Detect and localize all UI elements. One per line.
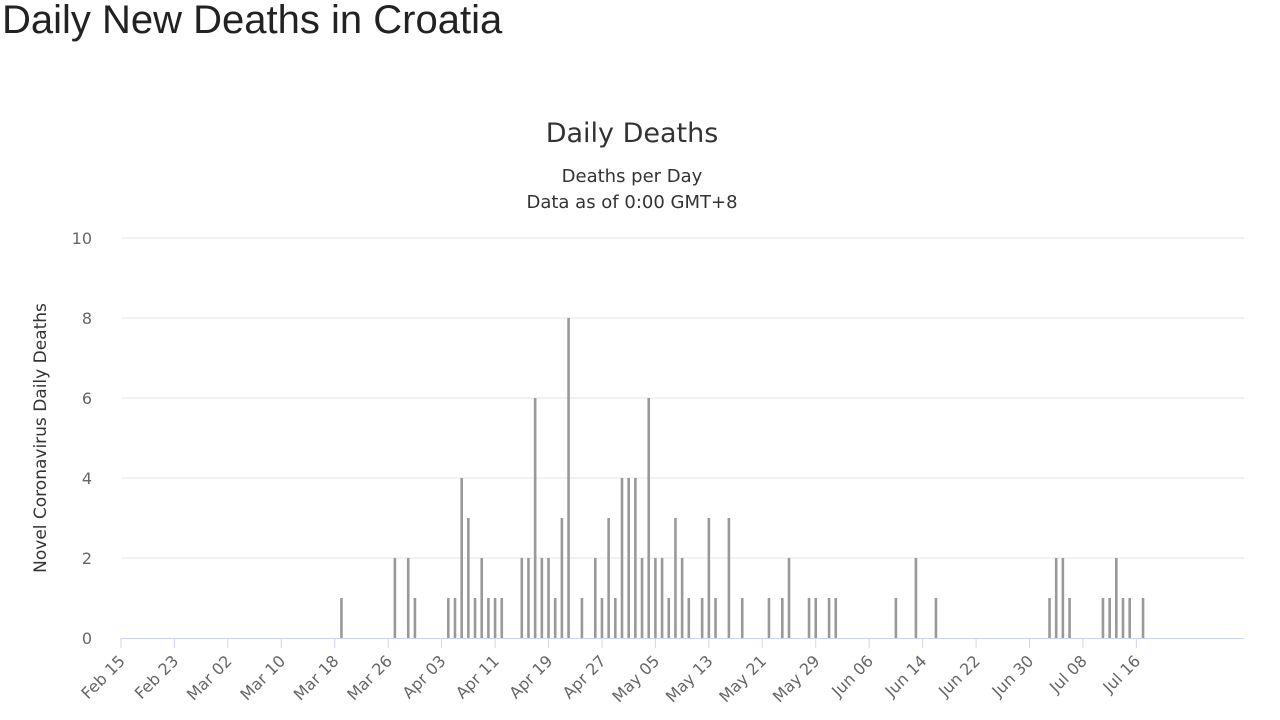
chart-title: Daily Deaths bbox=[546, 118, 719, 149]
bar bbox=[1121, 598, 1125, 638]
x-tick-label: Apr 27 bbox=[559, 651, 610, 702]
x-tick-label: May 29 bbox=[769, 651, 824, 706]
bar bbox=[340, 598, 343, 638]
bar bbox=[533, 398, 537, 638]
bar bbox=[406, 558, 410, 638]
bar bbox=[814, 598, 818, 638]
x-tick-label: May 05 bbox=[608, 651, 663, 706]
bar bbox=[500, 598, 504, 638]
bar bbox=[593, 558, 597, 638]
bar bbox=[787, 558, 791, 638]
bar bbox=[560, 518, 564, 638]
x-tick-label: Feb 23 bbox=[131, 651, 182, 702]
bar bbox=[634, 478, 637, 638]
x-tick-label: Mar 26 bbox=[343, 651, 396, 704]
x-tick-label: Jun 22 bbox=[934, 651, 984, 701]
x-axis-ticks: Feb 15 Feb 23 Mar 02 Mar 10 Mar 18 Mar 26 Apr … bbox=[77, 638, 1144, 706]
bar bbox=[767, 598, 771, 638]
bar bbox=[460, 478, 463, 638]
bar bbox=[620, 478, 624, 638]
bar bbox=[493, 598, 497, 638]
bar bbox=[453, 598, 457, 638]
bar bbox=[627, 478, 630, 638]
bar bbox=[727, 518, 731, 638]
bar bbox=[1128, 598, 1131, 638]
y-tick-label: 10 bbox=[72, 229, 92, 248]
x-tick-label: Apr 19 bbox=[505, 651, 556, 702]
y-tick-label: 8 bbox=[82, 309, 92, 328]
x-tick-label: Feb 15 bbox=[77, 651, 128, 702]
y-axis-title: Novel Coronavirus Daily Deaths bbox=[31, 303, 51, 573]
y-tick-label: 4 bbox=[82, 469, 92, 488]
bar bbox=[1061, 558, 1065, 638]
chart-subtitle: Deaths per Day bbox=[562, 166, 703, 187]
x-tick-label: Mar 02 bbox=[183, 651, 236, 704]
bar bbox=[934, 598, 938, 638]
bar bbox=[614, 598, 617, 638]
bar bbox=[807, 598, 811, 638]
gridlines bbox=[121, 237, 1244, 559]
bar bbox=[553, 598, 557, 638]
bar bbox=[607, 518, 610, 638]
y-tick-label: 6 bbox=[82, 389, 92, 408]
y-tick-label: 0 bbox=[82, 629, 92, 648]
bar bbox=[393, 558, 397, 638]
bar bbox=[827, 598, 831, 638]
bar bbox=[600, 598, 604, 638]
bar bbox=[567, 318, 570, 638]
bar bbox=[527, 558, 530, 638]
bar bbox=[781, 598, 784, 638]
chart-subtitle-date: Data as of 0:00 GMT+8 bbox=[526, 192, 737, 213]
bar bbox=[740, 598, 744, 638]
bar bbox=[647, 398, 651, 638]
bar bbox=[707, 518, 711, 638]
x-tick-label: Jul 08 bbox=[1045, 651, 1091, 697]
bar bbox=[487, 598, 490, 638]
x-tick-label: May 13 bbox=[662, 651, 717, 706]
bar bbox=[447, 598, 450, 638]
x-tick-label: Mar 10 bbox=[236, 651, 289, 704]
bar bbox=[667, 598, 671, 638]
bar bbox=[413, 598, 417, 638]
bar bbox=[914, 558, 918, 638]
bar bbox=[480, 558, 484, 638]
x-tick-label: Jul 16 bbox=[1098, 651, 1144, 697]
bar bbox=[1115, 558, 1118, 638]
bar bbox=[547, 558, 550, 638]
x-tick-label: Jun 14 bbox=[881, 651, 931, 701]
bar bbox=[674, 518, 677, 638]
bar bbox=[660, 558, 664, 638]
bar bbox=[520, 558, 524, 638]
x-tick-label: Apr 11 bbox=[452, 651, 503, 702]
bar bbox=[540, 558, 544, 638]
bar bbox=[1141, 598, 1145, 638]
x-tick-label: May 21 bbox=[715, 651, 770, 706]
bar bbox=[700, 598, 704, 638]
y-tick-label: 2 bbox=[82, 549, 92, 568]
bar bbox=[714, 598, 717, 638]
bar bbox=[640, 558, 644, 638]
bar-series bbox=[340, 318, 1145, 638]
bar bbox=[687, 598, 691, 638]
bar bbox=[894, 598, 898, 638]
bar bbox=[467, 518, 470, 638]
bar bbox=[473, 598, 477, 638]
bar bbox=[580, 598, 584, 638]
bar bbox=[1068, 598, 1071, 638]
x-tick-label: Jun 30 bbox=[987, 651, 1037, 701]
bar bbox=[680, 558, 684, 638]
bar bbox=[654, 558, 657, 638]
bar bbox=[1101, 598, 1105, 638]
y-axis-ticks: 0 2 4 6 8 10 bbox=[72, 229, 92, 648]
bar bbox=[1054, 558, 1058, 638]
x-tick-label: Jun 06 bbox=[827, 651, 877, 701]
x-tick-label: Apr 03 bbox=[398, 651, 449, 702]
bar bbox=[834, 598, 838, 638]
page-title: Daily New Deaths in Croatia bbox=[2, 0, 503, 42]
bar bbox=[1048, 598, 1051, 638]
bar bbox=[1108, 598, 1111, 638]
x-tick-label: Mar 18 bbox=[290, 651, 343, 704]
